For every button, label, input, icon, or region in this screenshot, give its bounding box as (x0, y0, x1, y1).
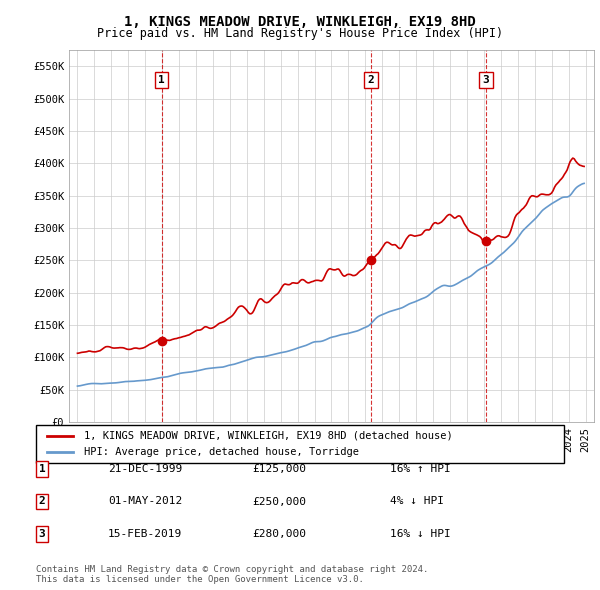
FancyBboxPatch shape (36, 425, 564, 463)
Text: 1, KINGS MEADOW DRIVE, WINKLEIGH, EX19 8HD (detached house): 1, KINGS MEADOW DRIVE, WINKLEIGH, EX19 8… (83, 431, 452, 441)
Text: Price paid vs. HM Land Registry's House Price Index (HPI): Price paid vs. HM Land Registry's House … (97, 27, 503, 40)
Text: Contains HM Land Registry data © Crown copyright and database right 2024.
This d: Contains HM Land Registry data © Crown c… (36, 565, 428, 584)
Text: £280,000: £280,000 (252, 529, 306, 539)
Text: £125,000: £125,000 (252, 464, 306, 474)
Text: 16% ↑ HPI: 16% ↑ HPI (390, 464, 451, 474)
Text: 01-MAY-2012: 01-MAY-2012 (108, 497, 182, 506)
Text: 2: 2 (38, 497, 46, 506)
Text: 1: 1 (158, 75, 165, 85)
Text: £250,000: £250,000 (252, 497, 306, 506)
Text: HPI: Average price, detached house, Torridge: HPI: Average price, detached house, Torr… (83, 447, 359, 457)
Text: 2: 2 (368, 75, 374, 85)
Text: 15-FEB-2019: 15-FEB-2019 (108, 529, 182, 539)
Text: 3: 3 (482, 75, 490, 85)
Text: 1: 1 (38, 464, 46, 474)
Text: 1, KINGS MEADOW DRIVE, WINKLEIGH, EX19 8HD: 1, KINGS MEADOW DRIVE, WINKLEIGH, EX19 8… (124, 15, 476, 29)
Text: 3: 3 (38, 529, 46, 539)
Text: 21-DEC-1999: 21-DEC-1999 (108, 464, 182, 474)
Text: 16% ↓ HPI: 16% ↓ HPI (390, 529, 451, 539)
Text: 4% ↓ HPI: 4% ↓ HPI (390, 497, 444, 506)
